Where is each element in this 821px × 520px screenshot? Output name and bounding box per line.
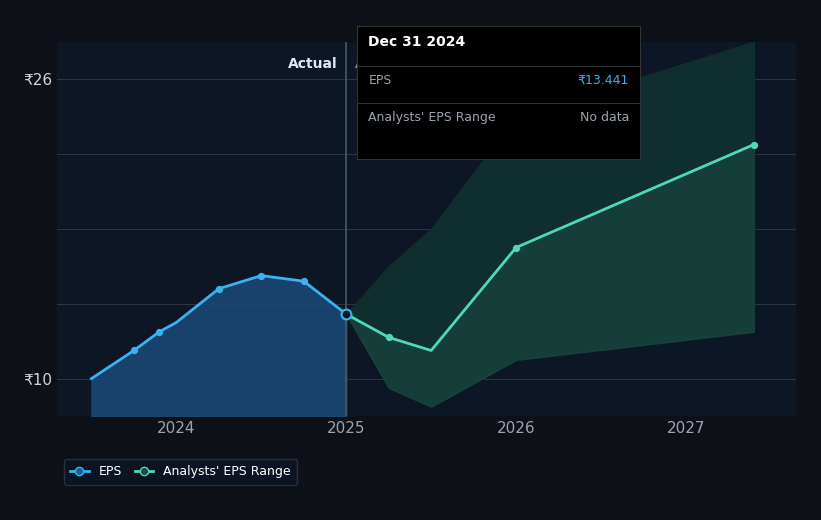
Text: Analysts Forecasts: Analysts Forecasts [355, 57, 484, 71]
Point [747, 140, 760, 149]
Point [255, 271, 268, 280]
Text: Dec 31 2024: Dec 31 2024 [369, 35, 466, 49]
Text: Analysts' EPS Range: Analysts' EPS Range [369, 111, 496, 124]
Point [382, 333, 395, 342]
Text: Actual: Actual [288, 57, 337, 71]
Text: EPS: EPS [369, 74, 392, 87]
Point [127, 346, 140, 355]
Point [510, 243, 523, 252]
Legend: EPS, Analysts' EPS Range: EPS, Analysts' EPS Range [64, 459, 297, 485]
Point [213, 284, 226, 293]
Point [297, 277, 310, 285]
Text: ₹13.441: ₹13.441 [578, 74, 629, 87]
Point [340, 310, 353, 318]
Point [153, 328, 166, 336]
Text: No data: No data [580, 111, 629, 124]
